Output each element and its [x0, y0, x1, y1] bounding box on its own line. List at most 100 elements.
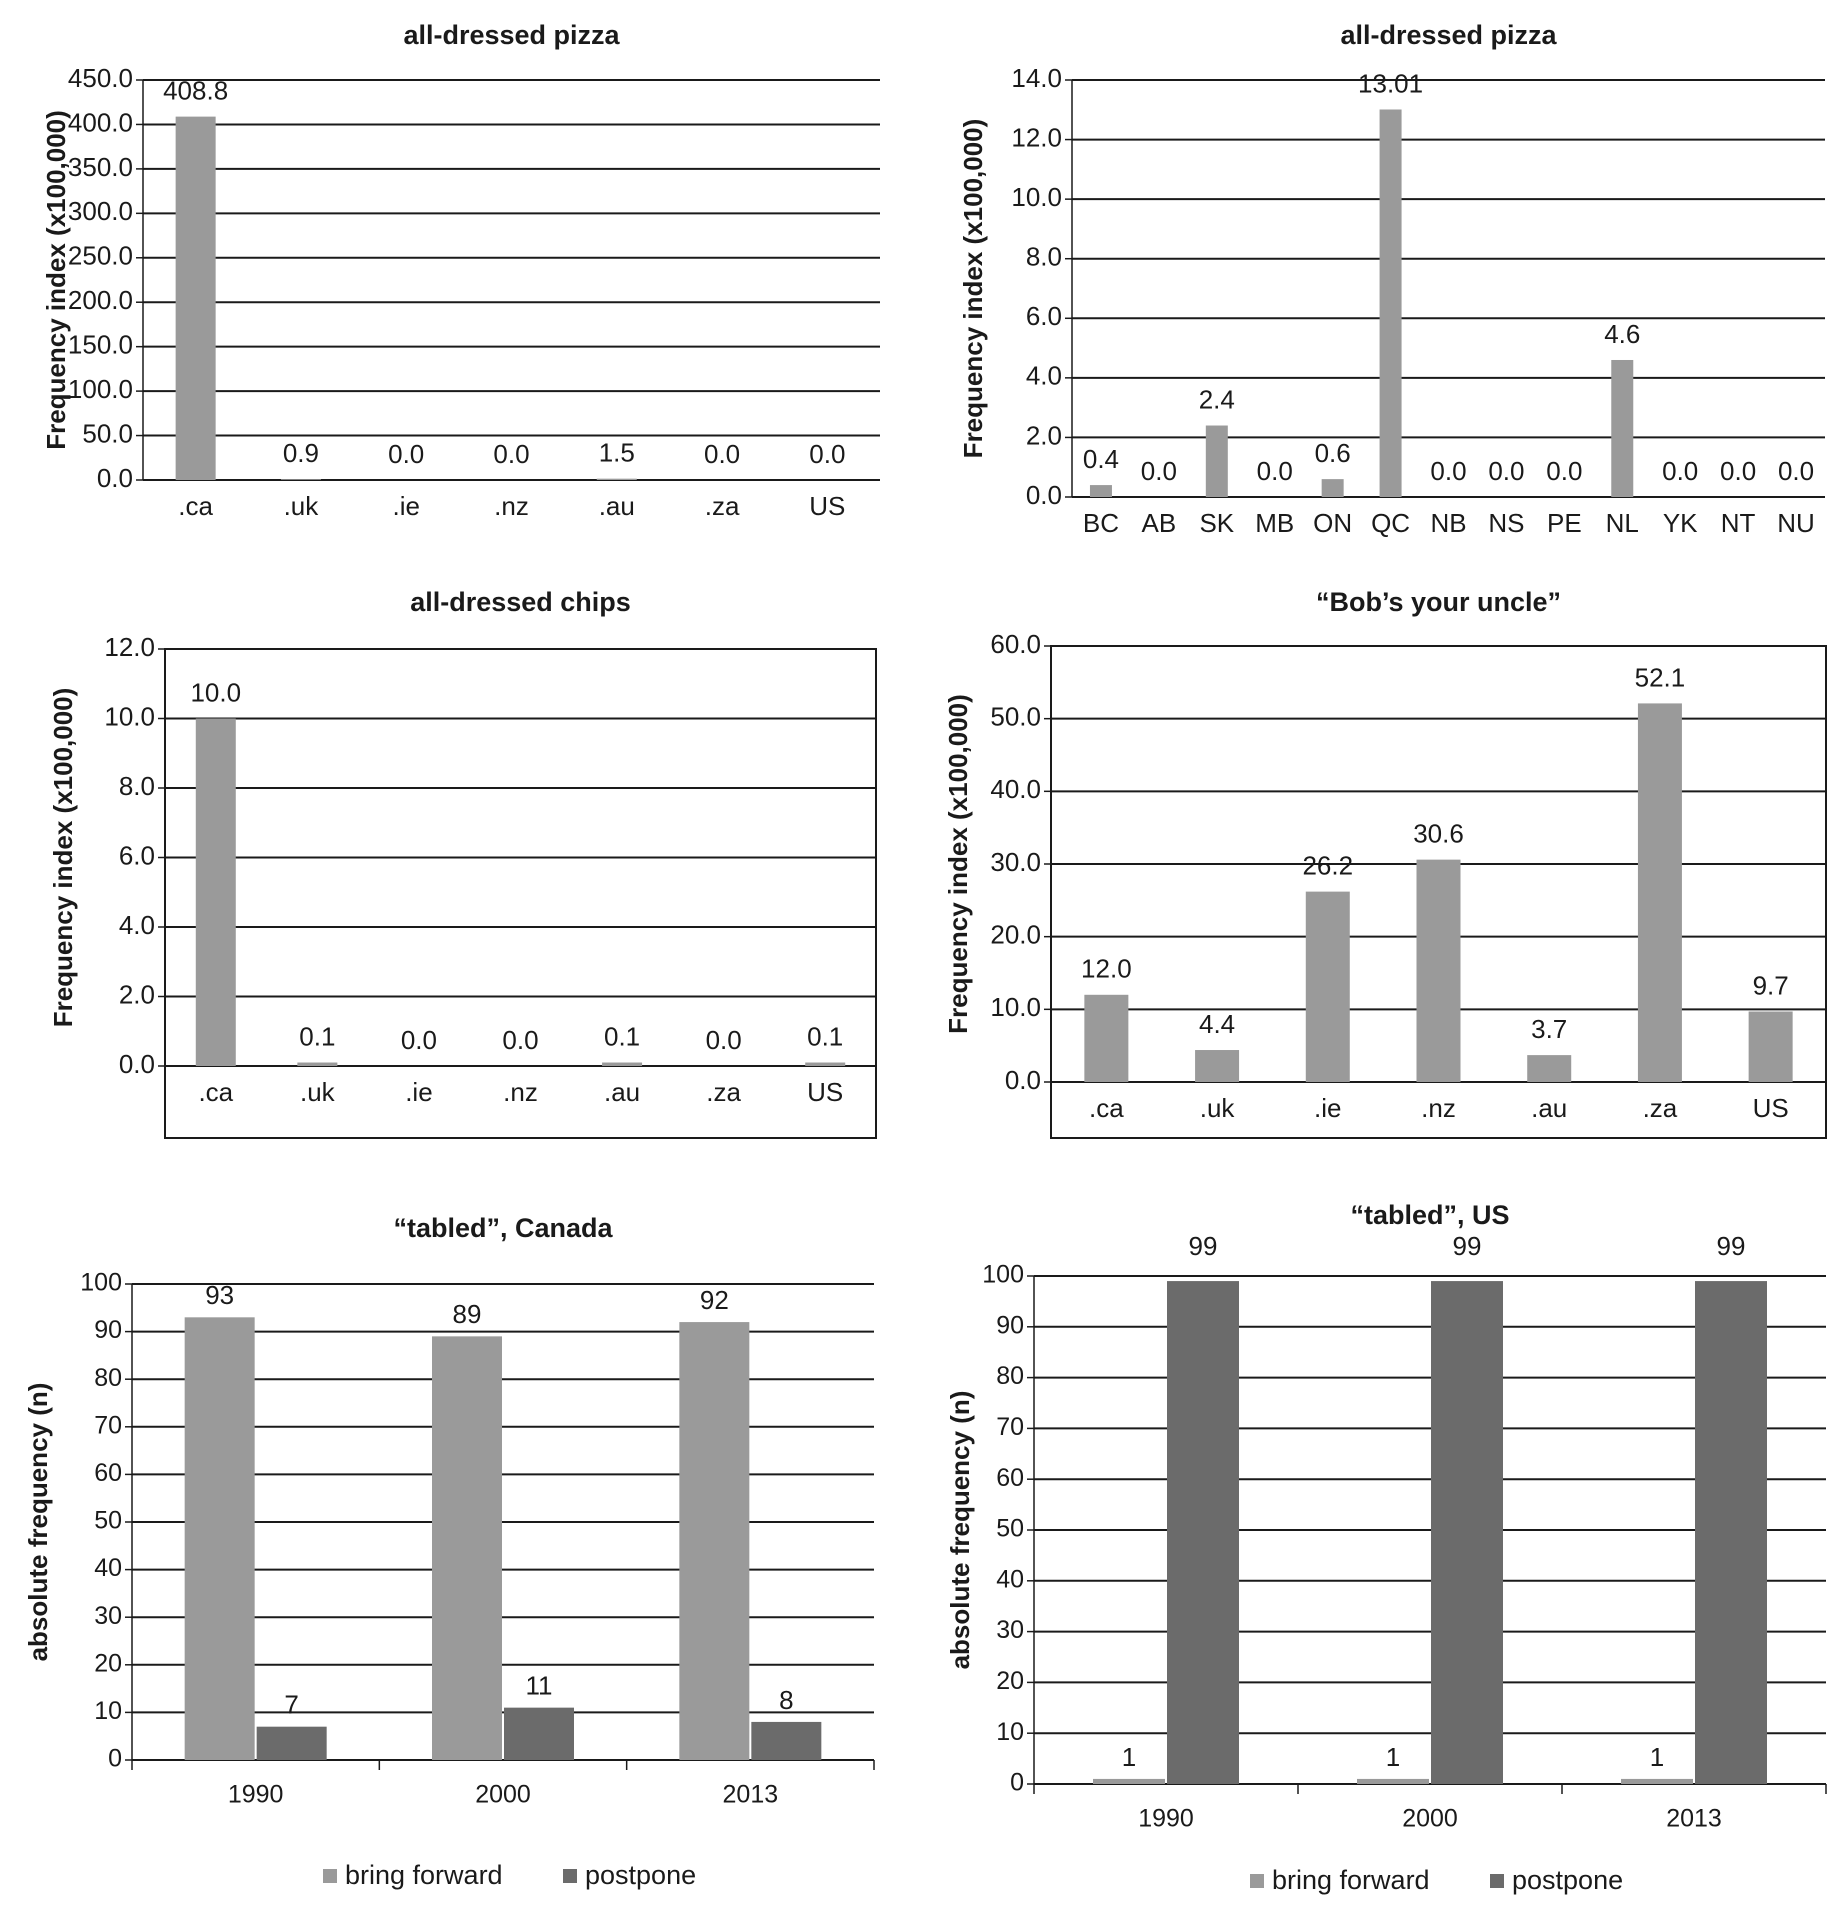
chart-title: “Bob’s your uncle” [1316, 587, 1561, 617]
bar [1321, 479, 1344, 497]
data-label: 0.0 [809, 439, 845, 469]
chart-border [164, 648, 877, 1139]
data-label: 0.1 [299, 1021, 335, 1051]
x-tick-label: QC [1371, 508, 1410, 538]
chart-title: “tabled”, Canada [393, 1213, 613, 1243]
y-tick-label: 0.0 [1026, 480, 1062, 510]
x-tick-label: .nz [503, 1077, 538, 1107]
data-label: 0.0 [1720, 456, 1756, 486]
bar-postpone [751, 1721, 822, 1760]
x-tick-label: 1990 [1138, 1805, 1194, 1833]
y-tick-label: 8.0 [1026, 242, 1062, 272]
x-tick-label: NT [1721, 508, 1756, 538]
y-tick-label: 2.0 [119, 979, 155, 1009]
x-tick-label: US [1753, 1093, 1789, 1123]
bar-postpone [1695, 1281, 1767, 1784]
data-label: 0.1 [807, 1021, 843, 1051]
chart-title: all-dressed chips [410, 587, 631, 617]
data-label: 1 [1650, 1742, 1664, 1772]
data-label: 11 [526, 1671, 553, 1701]
data-label: 1 [1122, 1742, 1136, 1772]
y-tick-label: 2.0 [1026, 420, 1062, 450]
bar-bring-forward [1621, 1778, 1693, 1784]
bar [175, 116, 216, 480]
data-label: 0.0 [1662, 456, 1698, 486]
y-tick-label: 10 [996, 1718, 1024, 1746]
bar [805, 1062, 846, 1066]
x-tick-label: .uk [284, 491, 320, 521]
data-label: 4.6 [1604, 319, 1640, 349]
x-tick-label: .uk [300, 1077, 336, 1107]
x-tick-label: NU [1777, 508, 1815, 538]
data-label: 0.0 [1430, 456, 1466, 486]
y-tick-label: 30.0 [990, 847, 1041, 877]
x-tick-label: .za [1643, 1093, 1678, 1123]
bar [1637, 703, 1682, 1082]
y-axis-label: Frequency index (x100,000) [48, 688, 78, 1028]
y-tick-label: 60.0 [990, 629, 1041, 659]
y-tick-label: 30 [94, 1602, 122, 1630]
legend-label: postpone [585, 1860, 696, 1890]
data-label: 1.5 [599, 438, 635, 468]
data-label: 93 [205, 1280, 234, 1310]
data-label: 4.4 [1199, 1009, 1235, 1039]
y-tick-label: 40.0 [990, 774, 1041, 804]
data-label: 13.01 [1358, 68, 1423, 98]
data-label: 10.0 [190, 677, 241, 707]
data-label: 0.0 [704, 439, 740, 469]
y-tick-label: 100 [80, 1269, 122, 1297]
data-label: 52.1 [1635, 662, 1686, 692]
x-tick-label: BC [1083, 508, 1119, 538]
legend: bring forward postpone [1250, 1865, 1623, 1895]
data-label: 0.0 [1488, 456, 1524, 486]
y-tick-label: 400.0 [68, 107, 133, 137]
y-tick-label: 100.0 [68, 374, 133, 404]
legend-swatch [1250, 1874, 1264, 1888]
y-tick-label: 200.0 [68, 285, 133, 315]
chart-all-dressed-pizza-provinces: all-dressed pizza Frequency index (x100,0… [958, 20, 1825, 538]
y-tick-label: 50 [996, 1515, 1024, 1543]
y-tick-label: 60 [94, 1459, 122, 1487]
chart-bobs-your-uncle: “Bob’s your uncle” Frequency index (x100,… [943, 587, 1827, 1139]
y-tick-label: 4.0 [119, 910, 155, 940]
bar [195, 718, 236, 1066]
bar [1089, 485, 1112, 497]
y-tick-label: 80 [996, 1362, 1024, 1390]
y-tick-label: 70 [94, 1411, 122, 1439]
data-label: 0.0 [1141, 456, 1177, 486]
bar [297, 1062, 338, 1066]
bar-bring-forward [432, 1336, 502, 1760]
x-tick-label: SK [1199, 508, 1234, 538]
data-label: 12.0 [1081, 954, 1132, 984]
x-tick-label: .ca [178, 491, 213, 521]
data-label: 0.0 [1546, 456, 1582, 486]
y-tick-label: 50.0 [82, 418, 133, 448]
bar [1748, 1011, 1793, 1082]
legend-swatch [323, 1869, 337, 1883]
bar [602, 1062, 643, 1066]
y-tick-label: 300.0 [68, 196, 133, 226]
x-tick-label: 2013 [1666, 1805, 1722, 1833]
x-tick-label: .au [1531, 1093, 1567, 1123]
y-tick-label: 50.0 [990, 702, 1041, 732]
data-label: 0.0 [401, 1025, 437, 1055]
x-tick-label: 2013 [723, 1781, 779, 1809]
x-tick-label: NL [1606, 508, 1639, 538]
x-tick-label: AB [1142, 508, 1177, 538]
x-tick-label: .ca [1089, 1093, 1124, 1123]
x-tick-label: .ie [405, 1077, 432, 1107]
data-label: 1 [1386, 1742, 1400, 1772]
bar [1205, 425, 1228, 497]
bar [1084, 994, 1129, 1082]
y-axis-label: Frequency index (x100,000) [958, 119, 988, 459]
y-tick-label: 150.0 [68, 330, 133, 360]
bar-postpone [1167, 1281, 1239, 1784]
x-tick-label: .ie [1314, 1093, 1341, 1123]
data-label: 8 [779, 1685, 793, 1715]
legend-swatch [1490, 1874, 1504, 1888]
data-label: 0.6 [1315, 438, 1351, 468]
y-tick-label: 90 [996, 1311, 1024, 1339]
chart-title: all-dressed pizza [403, 20, 620, 50]
y-tick-label: 60 [996, 1464, 1024, 1492]
bar [1195, 1050, 1240, 1082]
